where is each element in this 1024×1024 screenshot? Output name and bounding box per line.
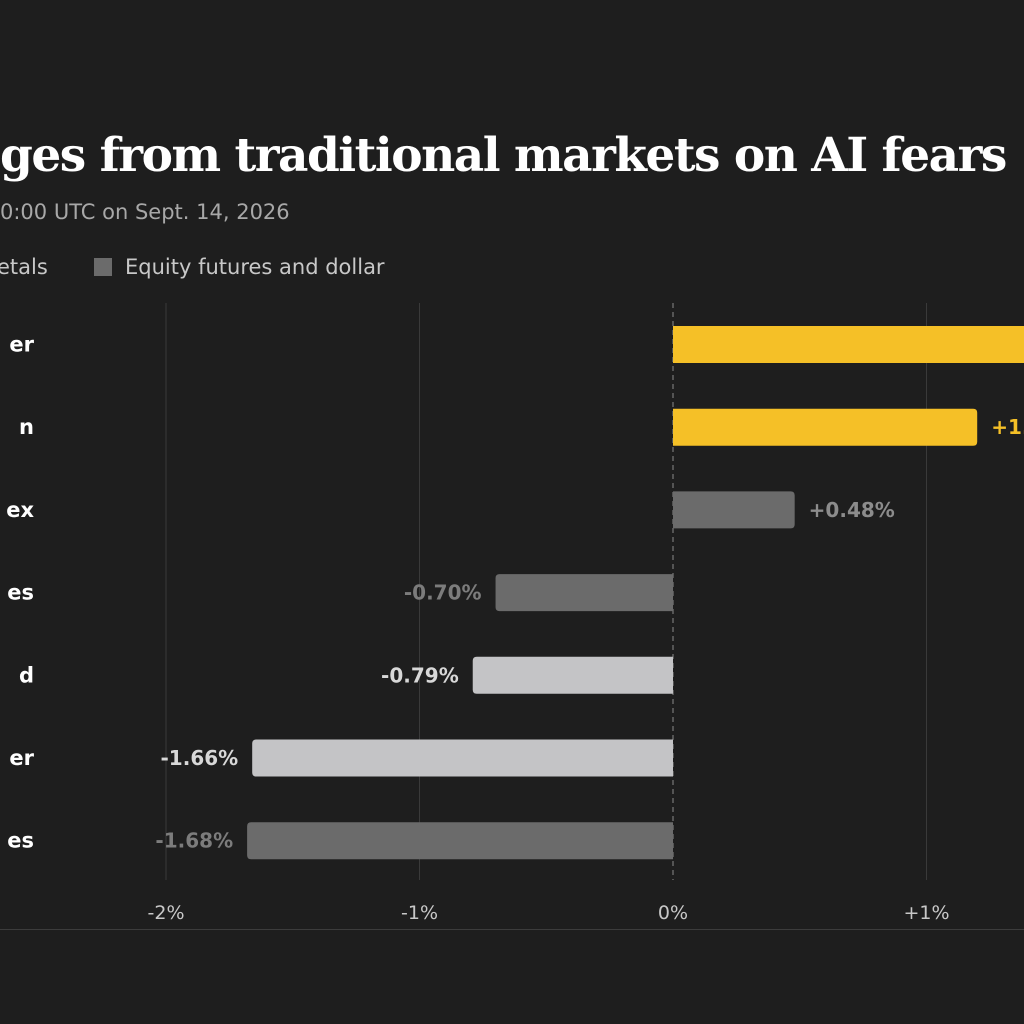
legend-label-equity: Equity futures and dollar (125, 255, 385, 279)
x-tick-label: 0% (658, 902, 688, 924)
data-label: -1.68% (155, 829, 233, 853)
category-label: n (19, 415, 34, 439)
legend-item-equity: Equity futures and dollar (94, 255, 385, 279)
bar (472, 656, 673, 694)
category-label: es (7, 829, 34, 853)
chart-subtitle: 0:00 UTC on Sept. 14, 2026 (0, 200, 290, 224)
x-tick-label: -2% (148, 902, 185, 924)
data-label: -1.66% (161, 746, 239, 770)
data-label: +1. (991, 415, 1024, 439)
category-label: er (9, 333, 34, 357)
bar (252, 739, 673, 777)
x-tick-label: -1% (401, 902, 438, 924)
legend: etals Equity futures and dollar (0, 255, 1024, 283)
category-label: er (9, 746, 34, 770)
bar (673, 491, 795, 529)
x-tick-label: +1% (903, 902, 949, 924)
category-label: ex (6, 498, 34, 522)
category-label: es (7, 581, 34, 605)
category-label: d (19, 663, 34, 687)
legend-swatch-equity (94, 258, 112, 276)
legend-label-metals: etals (0, 255, 48, 279)
bar (495, 574, 673, 612)
bar (247, 822, 673, 860)
data-label: -0.70% (404, 581, 482, 605)
data-label: -0.79% (381, 663, 459, 687)
bottom-rule (0, 929, 1024, 930)
bar (673, 408, 978, 446)
chart-title: ges from traditional markets on AI fears (0, 128, 1007, 183)
data-label: +0.48% (809, 498, 895, 522)
bar (673, 326, 1024, 363)
legend-item-metals: etals (0, 255, 48, 279)
